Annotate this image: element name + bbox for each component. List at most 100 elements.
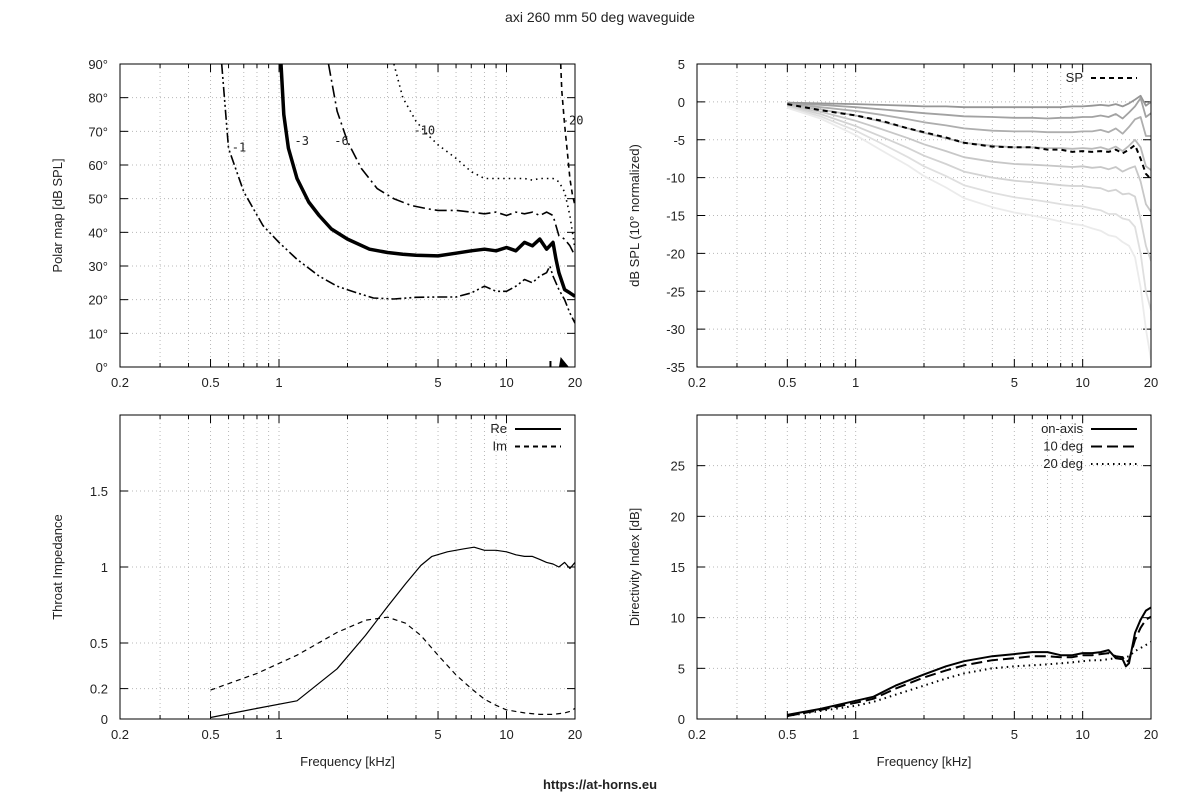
plot-area (787, 94, 1151, 360)
x-tick-label: 1 (275, 375, 282, 390)
x-tick-label: 10 (1075, 727, 1089, 742)
series-line-angle-70 (787, 105, 1151, 262)
series-line-10-deg (787, 615, 1151, 717)
plot-frame (696, 63, 1152, 368)
x-tick-label: 0.2 (111, 375, 129, 390)
series-line-1 (220, 64, 575, 324)
series-line-on-axis (787, 606, 1151, 716)
y-axis-label: Polar map [dB SPL] (50, 158, 65, 272)
series-line-3 (279, 64, 575, 298)
y-tick-label: 90° (88, 57, 108, 72)
contour-label: -20 (562, 114, 584, 128)
y-tick-label: 30° (88, 259, 108, 274)
x-tick-label: 1 (852, 727, 859, 742)
y-tick-label: 5 (678, 57, 685, 72)
y-tick-label: 0.2 (90, 682, 108, 697)
x-axis-label: Frequency [kHz] (300, 754, 395, 769)
x-axis-label: Frequency [kHz] (877, 754, 972, 769)
x-tick-label: 20 (1144, 375, 1158, 390)
x-tick-label: 0.2 (111, 727, 129, 742)
x-tick-label: 5 (434, 727, 441, 742)
x-tick-label: 1 (275, 727, 282, 742)
x-tick-label: 20 (568, 727, 582, 742)
x-tick-label: 0.5 (778, 727, 796, 742)
legend-label: Im (493, 439, 507, 454)
x-tick-label: 20 (1144, 727, 1158, 742)
series-line-angle-50 (787, 104, 1151, 171)
plot-frame (119, 63, 576, 368)
y-tick-label: -20 (666, 246, 685, 261)
spl-normalized-chart: 0.2 0.5 1 5 10 20 5 0 -5 -10 -15 -20 -25 -30 -35 dB SPL… (627, 57, 1158, 390)
legend-label: 10 deg (1043, 439, 1083, 454)
y-tick-label: 5 (678, 661, 685, 676)
series-line-angle-30 (787, 97, 1151, 120)
legend-label: SP (1066, 70, 1083, 85)
y-axis-label: dB SPL (10° normalized) (627, 144, 642, 287)
plot-area (220, 64, 575, 367)
series-line-angle-60 (787, 104, 1151, 213)
x-tick-label: 10 (499, 727, 513, 742)
series-line-6 (327, 64, 575, 257)
source-url[interactable]: https://at-horns.eu (543, 777, 657, 792)
series-line-angle-90 (787, 107, 1151, 360)
y-tick-label: 1 (101, 560, 108, 575)
x-tick-label: 0.5 (201, 375, 219, 390)
x-tick-label: 5 (434, 375, 441, 390)
y-tick-label: -5 (673, 133, 685, 148)
x-tick-label: 1 (852, 375, 859, 390)
y-tick-label: 80° (88, 91, 108, 106)
series-line-angle-20 (787, 94, 1151, 109)
contour-label: -1 (232, 141, 246, 155)
legend-label: 20 deg (1043, 456, 1083, 471)
y-tick-label: 60° (88, 158, 108, 173)
y-tick-label: 50° (88, 192, 108, 207)
y-tick-label: -10 (666, 171, 685, 186)
series-line-angle-40 (787, 103, 1151, 137)
x-tick-label: 5 (1011, 727, 1018, 742)
polar-map-chart: 0.2 0.5 1 5 10 20 0° 10° 20° 30° 40° 50° 60° 70° 80° 90… (50, 57, 583, 390)
x-tick-label: 20 (568, 375, 582, 390)
plot-area (787, 606, 1151, 717)
plot-area (210, 546, 575, 719)
x-tick-label: 0.2 (688, 375, 706, 390)
series-line-angle-80 (787, 106, 1151, 311)
y-tick-label: 0 (101, 712, 108, 727)
y-tick-label: 40° (88, 225, 108, 240)
y-tick-label: -35 (666, 360, 685, 375)
series-line-10 (393, 64, 575, 250)
y-tick-label: 70° (88, 124, 108, 139)
y-tick-label: 0° (96, 360, 108, 375)
y-tick-label: -15 (666, 209, 685, 224)
y-tick-label: 0 (678, 95, 685, 110)
legend-label: on-axis (1041, 421, 1083, 436)
y-tick-label: 15 (671, 560, 685, 575)
plot-frame (119, 414, 576, 720)
y-tick-label: -30 (666, 322, 685, 337)
y-tick-label: 1.5 (90, 484, 108, 499)
y-axis-label: Directivity Index [dB] (627, 508, 642, 627)
contour-label: -3 (295, 134, 309, 148)
y-tick-label: 10° (88, 326, 108, 341)
series-line-re (210, 546, 575, 719)
x-tick-label: 0.2 (688, 727, 706, 742)
contour-label: -6 (334, 134, 348, 148)
contour-artifact-mark (558, 357, 569, 367)
y-axis-label: Throat Impedance (50, 514, 65, 620)
x-tick-label: 5 (1011, 375, 1018, 390)
series-line-im (210, 616, 575, 715)
y-tick-label: 20° (88, 293, 108, 308)
legend-label: Re (490, 421, 507, 436)
contour-label: -10 (413, 124, 435, 138)
figure-title: axi 260 mm 50 deg waveguide (505, 9, 695, 25)
y-tick-label: 20 (671, 509, 685, 524)
x-tick-label: 10 (1075, 375, 1089, 390)
y-tick-label: 0 (678, 712, 685, 727)
y-tick-label: 25 (671, 459, 685, 474)
x-tick-label: 0.5 (778, 375, 796, 390)
y-tick-label: 0.5 (90, 636, 108, 651)
series-line-20-deg (787, 641, 1151, 717)
plot-frame (696, 414, 1152, 720)
